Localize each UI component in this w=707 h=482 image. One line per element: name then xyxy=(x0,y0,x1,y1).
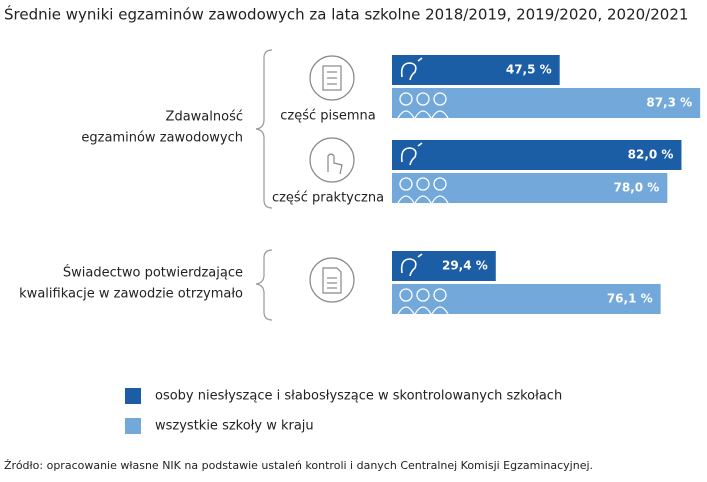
category-label: część praktyczna xyxy=(272,191,384,206)
value-label: 82,0 % xyxy=(628,148,674,162)
person-icon xyxy=(433,288,447,302)
bar xyxy=(392,284,661,314)
source: Źródło: opracowanie własne NIK na podsta… xyxy=(4,459,593,472)
person-icon xyxy=(416,177,430,191)
legend-label: wszystkie szkoły w kraju xyxy=(155,419,314,434)
value-label: 29,4 % xyxy=(442,259,488,273)
group-label: Zdawalność xyxy=(166,110,243,125)
value-label: 47,5 % xyxy=(506,63,552,77)
group-label: Świadectwo potwierdzające xyxy=(63,265,243,281)
bar xyxy=(392,251,496,281)
braces xyxy=(255,49,273,321)
person-icon xyxy=(431,306,449,315)
person-icon xyxy=(414,306,432,315)
chart-title: Średnie wyniki egzaminów zawodowych za l… xyxy=(4,5,688,24)
value-label: 87,3 % xyxy=(646,96,692,110)
person-icon xyxy=(433,177,447,191)
legend-label: osoby niesłyszące i słabosłyszące w skon… xyxy=(155,389,562,404)
person-icon xyxy=(414,110,432,119)
legend-swatch xyxy=(125,418,141,434)
ear-icon xyxy=(400,57,423,81)
person-icon xyxy=(416,288,430,302)
ear-icon xyxy=(400,142,423,166)
icons xyxy=(309,55,355,303)
person-icon xyxy=(416,92,430,106)
person-icon xyxy=(431,110,449,119)
person-icon xyxy=(433,92,447,106)
person-icon xyxy=(399,92,413,106)
group-label: egzaminów zawodowych xyxy=(81,131,243,146)
person-icon xyxy=(431,195,449,204)
person-icon xyxy=(399,288,413,302)
group-label: kwalifikacje w zawodzie otrzymało xyxy=(19,287,243,302)
bar xyxy=(392,140,682,170)
person-icon xyxy=(399,177,413,191)
person-icon xyxy=(397,306,415,315)
person-icon xyxy=(397,110,415,119)
value-label: 78,0 % xyxy=(614,181,660,195)
legend-swatch xyxy=(125,388,141,404)
person-icon xyxy=(414,195,432,204)
value-label: 76,1 % xyxy=(607,292,653,306)
person-icon xyxy=(397,195,415,204)
category-label: część pisemna xyxy=(280,109,376,124)
ear-icon xyxy=(400,253,423,277)
